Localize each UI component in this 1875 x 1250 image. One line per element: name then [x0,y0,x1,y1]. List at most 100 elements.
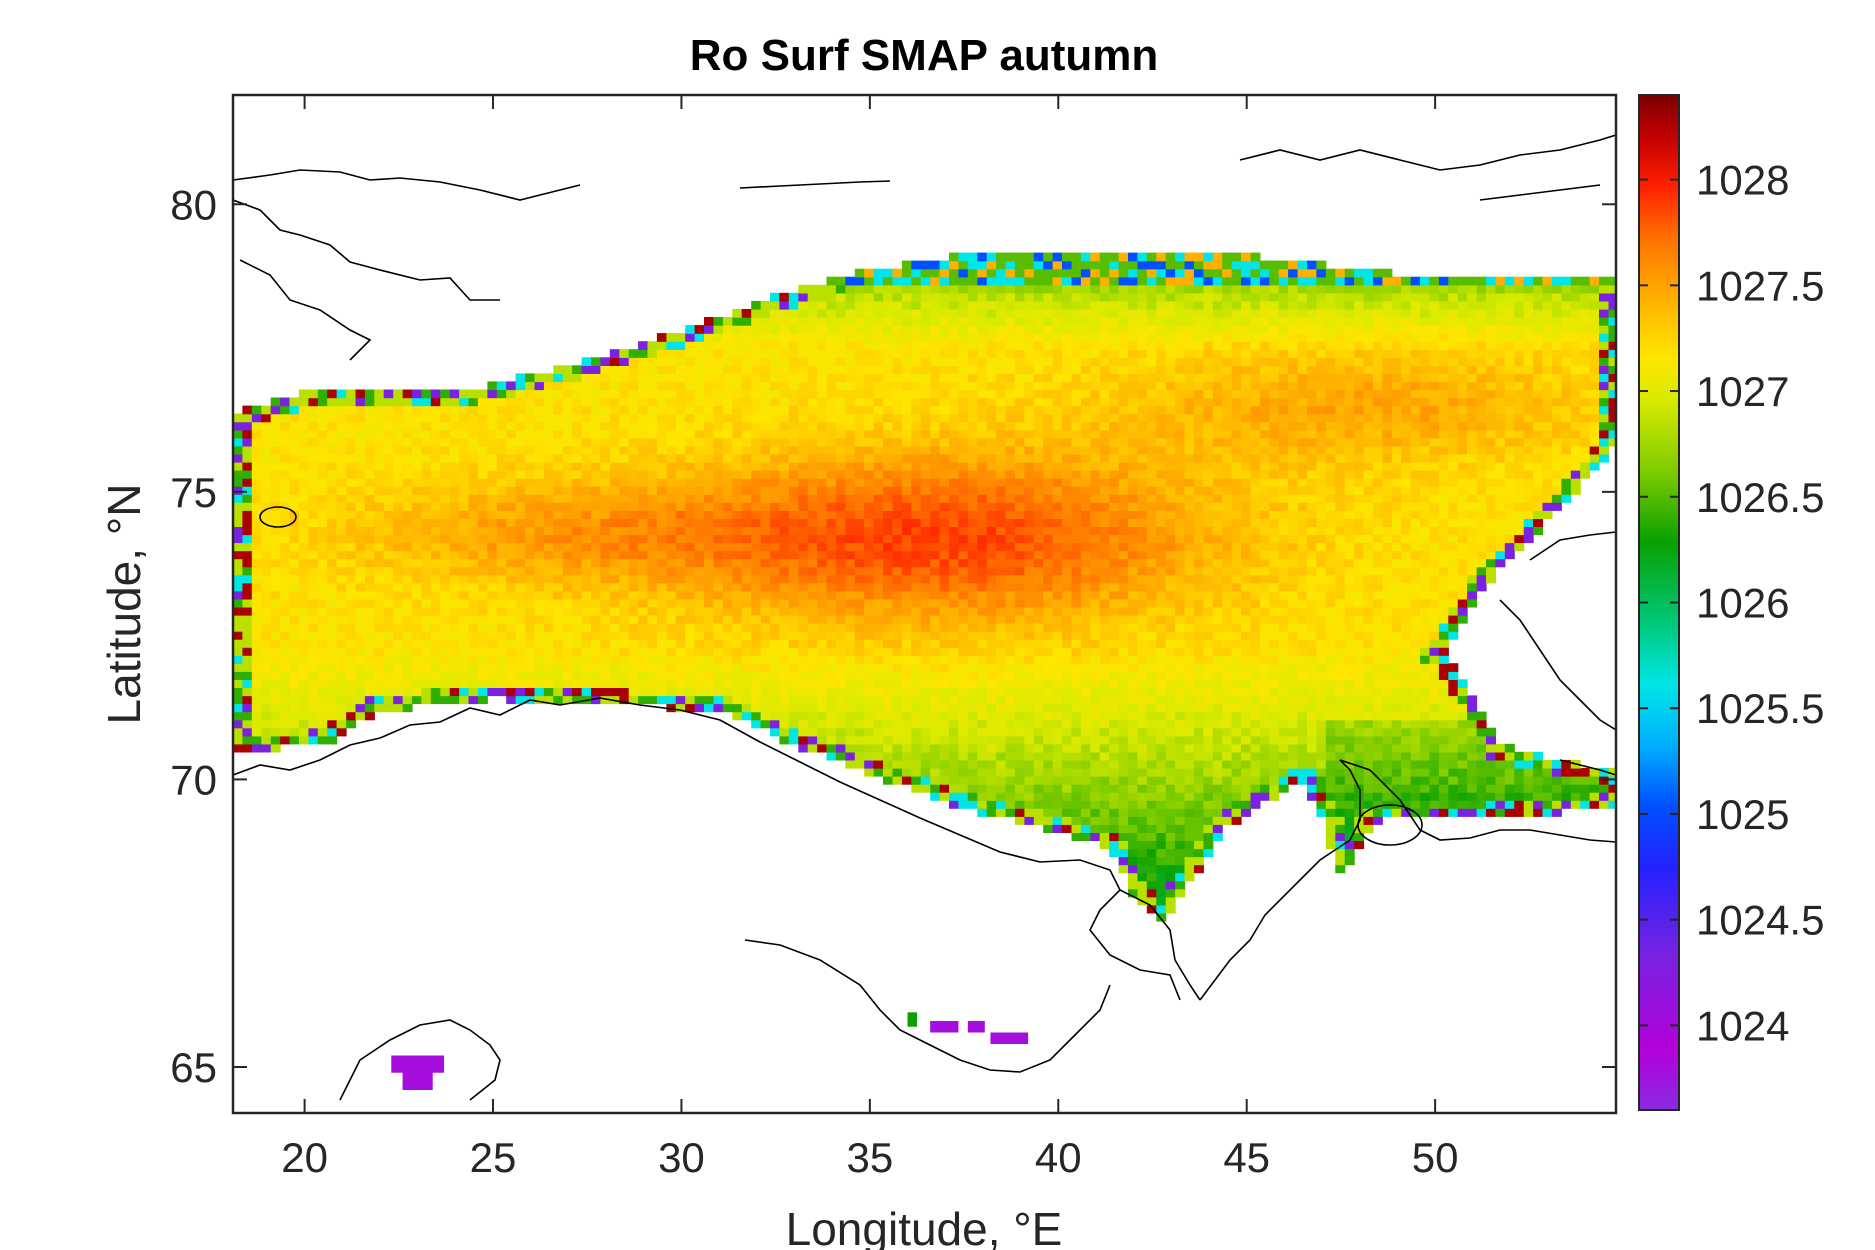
heat-cell [901,582,912,592]
heat-cell [308,478,319,487]
heat-cell [1391,711,1402,721]
heat-cell [609,510,620,519]
heat-cell [986,623,997,632]
heat-cell [1212,566,1223,576]
heat-cell [1307,590,1317,600]
heat-cell [619,687,630,697]
heat-cell [440,574,451,584]
heat-cell [1080,767,1091,777]
heat-cell [1269,735,1280,745]
heat-cell [1410,550,1421,560]
heat-cell [1071,574,1082,584]
heat-cell [835,486,846,495]
heat-cell [1316,727,1327,737]
heat-cell [1250,526,1261,536]
heat-cell [534,663,545,672]
heat-cell [609,639,620,648]
heat-cell [1316,695,1327,705]
heat-cell [1297,735,1308,745]
heat-cell [845,598,856,608]
heat-cell [430,687,441,697]
heat-cell [920,494,931,503]
heat-cell [638,647,649,656]
heat-cell [562,631,573,640]
heat-cell [280,534,291,544]
heat-cell [1580,792,1591,801]
heat-cell [949,655,959,664]
heat-cell [1486,502,1496,511]
heat-cell [1128,655,1138,664]
heat-cell [1024,647,1035,656]
heat-cell [543,623,554,632]
heat-cell [1335,703,1346,713]
heat-cell [817,639,828,648]
heat-cell [1344,840,1355,850]
heat-cell [374,574,385,584]
heat-cell [835,510,846,519]
heat-cell [732,687,743,697]
heat-cell [1344,719,1355,729]
heat-cell [1231,623,1242,632]
heat-cell [346,502,357,511]
heat-cell [835,598,846,608]
heat-cell [798,598,809,608]
heat-cell [581,639,592,648]
heat-cell [1052,695,1063,705]
heat-cell [920,574,931,584]
heat-cell [1033,663,1044,672]
heat-cell [421,598,432,608]
heat-cell [1401,606,1412,616]
heat-cell [854,631,865,640]
heat-cell [1344,606,1355,616]
heat-cell [1014,816,1025,825]
heat-cell [845,534,856,544]
heat-cell [873,494,884,503]
heat-cell [251,526,262,536]
heat-cell [911,751,922,761]
heat-cell [1448,703,1459,713]
heat-cell [525,663,536,672]
heat-cell [270,574,281,584]
heat-cell [317,647,328,656]
heat-cell [1222,808,1233,817]
heat-cell [1137,767,1148,777]
heat-cell [1014,558,1025,568]
heat-cell [298,590,309,600]
heat-cell [996,558,1007,568]
heat-cell [1109,598,1120,608]
heat-cell [892,711,903,721]
heat-cell [996,711,1007,721]
map-plot-area [233,134,1616,1101]
heat-cell [939,663,950,672]
heat-cell [826,542,837,552]
heat-cell [1193,679,1204,688]
heat-cell [873,695,884,705]
heat-cell [1354,494,1365,503]
heat-cell [270,703,281,713]
heat-cell [1184,478,1195,487]
heat-cell [1118,542,1129,552]
heat-cell [854,655,865,664]
heat-cell [440,582,451,592]
heat-cell [1372,486,1383,495]
heat-cell [1354,526,1365,536]
heat-cell [1099,510,1110,519]
heat-cell [920,711,931,721]
heat-cell [1542,494,1553,503]
heat-cell [788,542,799,552]
heat-cell [430,679,441,688]
heat-cell [1212,824,1223,833]
heat-cell [525,647,536,656]
heat-cell [1090,550,1101,560]
heat-cell [346,526,357,536]
heat-cell [1052,486,1063,495]
heat-cell [732,566,743,576]
heat-cell [1278,663,1289,672]
heat-cell [741,590,752,600]
heat-cell [1033,679,1044,688]
heat-cell [996,792,1007,801]
heat-cell [1269,534,1280,544]
heat-cell [1278,671,1289,680]
heat-cell [807,502,818,511]
heat-cell [1354,566,1365,576]
